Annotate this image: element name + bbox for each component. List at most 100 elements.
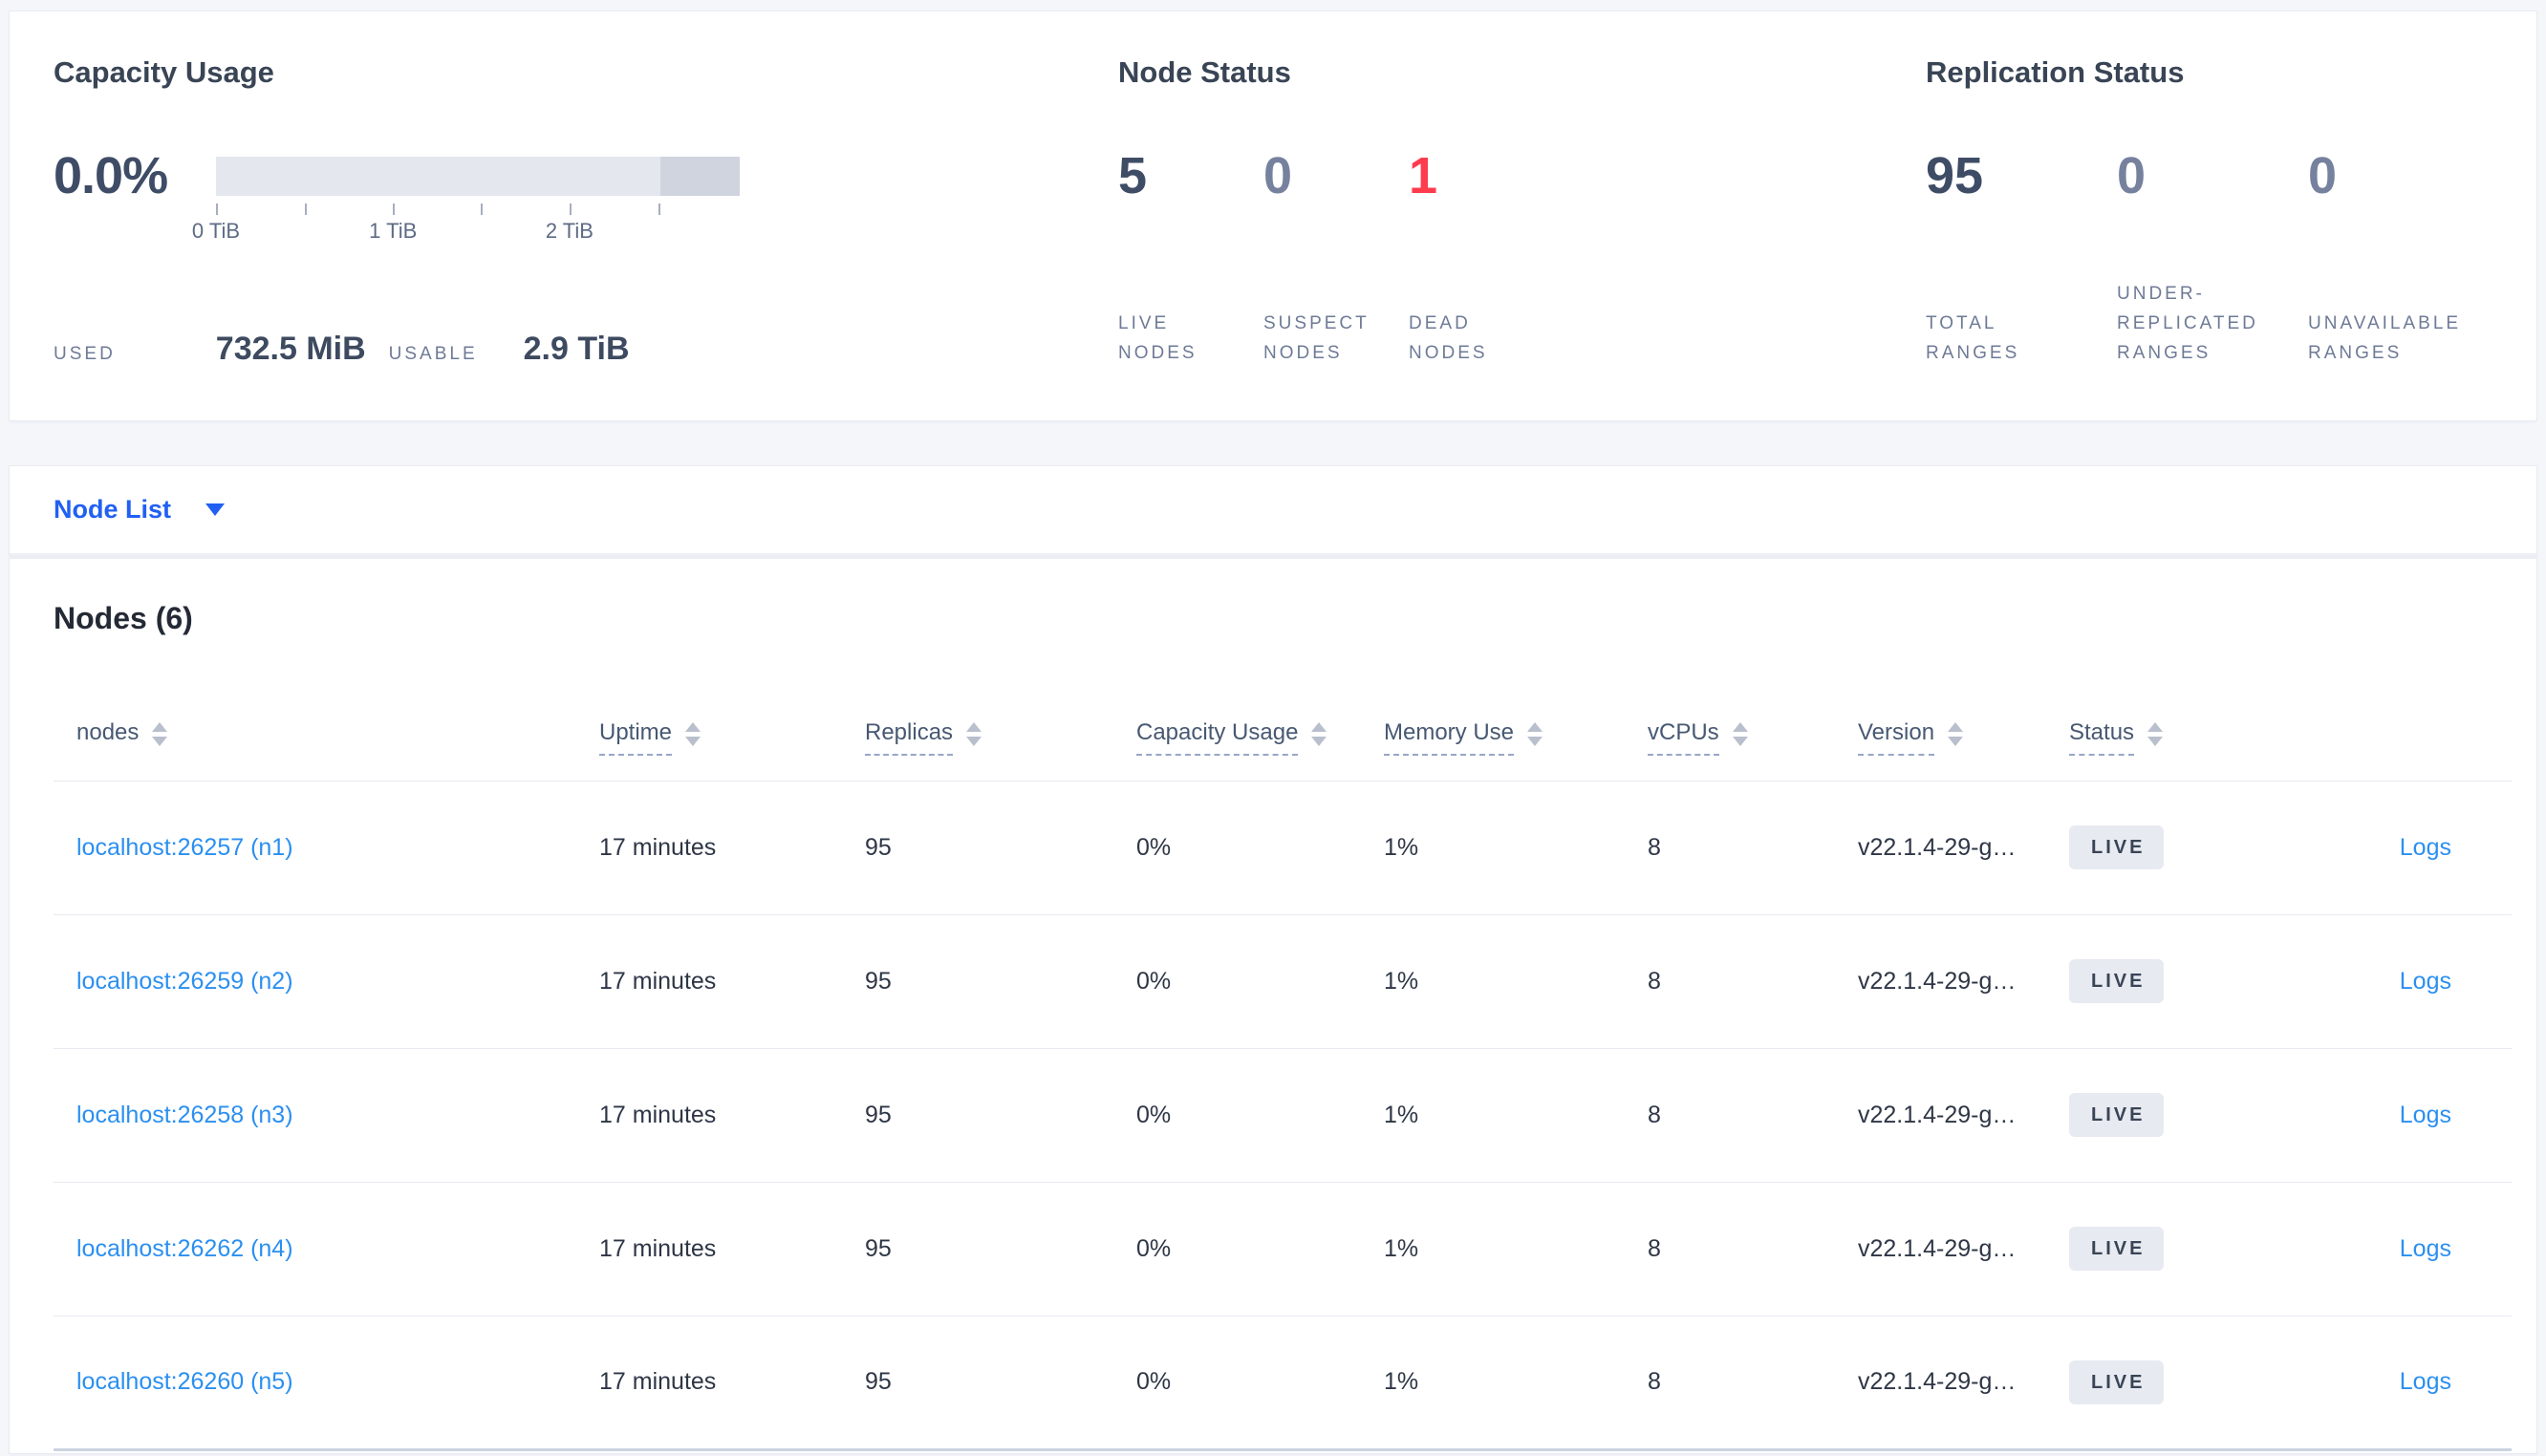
sort-icon[interactable] [1311, 722, 1327, 746]
replicas-cell: 95 [865, 1316, 1136, 1451]
suspect-nodes-label: SUSPECT NODES [1263, 313, 1370, 363]
sort-icon[interactable] [685, 722, 701, 746]
nodes-table: nodes Uptime Replicas Capacity Usage Mem… [54, 647, 2512, 1451]
capacity-usage-title: Capacity Usage [54, 55, 274, 89]
column-header-capacity-usage[interactable]: Capacity Usage [1136, 647, 1384, 782]
axis-tick [658, 203, 660, 215]
logs-link[interactable]: Logs [2399, 1234, 2451, 1262]
capacity-cell: 0% [1136, 781, 1384, 915]
memory-cell: 1% [1384, 914, 1648, 1049]
memory-cell: 1% [1384, 781, 1648, 915]
live-nodes-value: 5 [1118, 147, 1148, 204]
table-row: localhost:26259 (n2) 17 minutes 95 0% 1%… [54, 914, 2512, 1049]
suspect-nodes-value: 0 [1263, 147, 1293, 204]
used-value: 732.5 MiB [215, 331, 366, 367]
replication-values: 95 0 0 [1926, 147, 2536, 204]
unavailable-ranges-value: 0 [2308, 147, 2338, 204]
usable-value: 2.9 TiB [523, 331, 630, 367]
column-header-vcpus[interactable]: vCPUs [1648, 647, 1858, 782]
replicas-cell: 95 [865, 781, 1136, 915]
axis-tick-label: 1 TiB [369, 218, 418, 243]
replication-status-section: Replication Status 95 0 0 TOTAL RANGES U… [1926, 11, 2536, 420]
sort-icon[interactable] [1948, 722, 1964, 746]
version-cell: v22.1.4-29-g… [1858, 914, 2069, 1049]
under-replicated-ranges-label: UNDER-REPLICATED RANGES [2117, 284, 2258, 363]
capacity-cell: 0% [1136, 914, 1384, 1049]
nodes-heading: Nodes (6) [54, 601, 193, 635]
caret-down-icon[interactable] [205, 503, 226, 516]
vcpus-cell: 8 [1648, 1048, 1858, 1183]
sort-icon[interactable] [152, 722, 168, 746]
capacity-percent: 0.0% [54, 147, 168, 204]
version-cell: v22.1.4-29-g… [1858, 1182, 2069, 1317]
status-badge: LIVE [2069, 1227, 2165, 1271]
column-header-uptime[interactable]: Uptime [599, 647, 865, 782]
dead-nodes-label: DEAD NODES [1409, 313, 1488, 363]
view-selector-bar: Node List [10, 466, 2536, 556]
axis-tick [304, 203, 307, 215]
node-list-dropdown[interactable]: Node List [54, 495, 172, 524]
node-link[interactable]: localhost:26258 (n3) [76, 1101, 293, 1128]
uptime-cell: 17 minutes [599, 914, 865, 1049]
status-badge: LIVE [2069, 825, 2165, 869]
capacity-bar: 0 TiB 1 TiB 2 TiB [192, 156, 740, 243]
uptime-cell: 17 minutes [599, 1048, 865, 1183]
vcpus-cell: 8 [1648, 1316, 1858, 1451]
memory-cell: 1% [1384, 1048, 1648, 1183]
vcpus-cell: 8 [1648, 781, 1858, 915]
usable-label: USABLE [388, 344, 478, 364]
table-row: localhost:26257 (n1) 17 minutes 95 0% 1%… [54, 781, 2512, 915]
table-row: localhost:26260 (n5) 17 minutes 95 0% 1%… [54, 1316, 2512, 1451]
sort-icon[interactable] [1527, 722, 1543, 746]
capacity-cell: 0% [1136, 1182, 1384, 1317]
status-badge: LIVE [2069, 1360, 2165, 1404]
version-cell: v22.1.4-29-g… [1858, 1048, 2069, 1183]
replication-labels: TOTAL RANGES UNDER-REPLICATED RANGES UNA… [1926, 279, 2536, 368]
sort-icon[interactable] [966, 722, 982, 746]
node-link[interactable]: localhost:26262 (n4) [76, 1234, 293, 1262]
node-status-section: Node Status 5 0 1 LIVE NODES SUSPECT NOD… [1118, 11, 1926, 420]
logs-link[interactable]: Logs [2399, 833, 2451, 861]
node-link[interactable]: localhost:26260 (n5) [76, 1368, 293, 1395]
column-header-logs [2298, 647, 2512, 782]
under-replicated-ranges-value: 0 [2117, 147, 2147, 204]
uptime-cell: 17 minutes [599, 1182, 865, 1317]
version-cell: v22.1.4-29-g… [1858, 1316, 2069, 1451]
capacity-bar-track [216, 156, 740, 196]
total-ranges-label: TOTAL RANGES [1926, 313, 2020, 363]
logs-link[interactable]: Logs [2399, 967, 2451, 995]
column-header-status[interactable]: Status [2069, 647, 2298, 782]
capacity-gauge: 0.0% 0 TiB 1 TiB 2 TiB [54, 147, 1118, 243]
capacity-used-usable-row: USED 732.5 MiB USABLE 2.9 TiB [54, 331, 1118, 368]
replication-status-title: Replication Status [1926, 55, 2185, 89]
unavailable-ranges-label: UNAVAILABLE RANGES [2308, 313, 2462, 363]
status-badge: LIVE [2069, 959, 2165, 1003]
uptime-cell: 17 minutes [599, 1316, 865, 1451]
axis-tick [569, 203, 572, 215]
node-link[interactable]: localhost:26259 (n2) [76, 967, 293, 995]
capacity-cell: 0% [1136, 1048, 1384, 1183]
nodes-table-card: Nodes (6) nodes Uptime Replicas Capacity… [10, 559, 2536, 1453]
axis-tick [216, 203, 218, 215]
node-status-values: 5 0 1 [1118, 147, 1926, 204]
capacity-cell: 0% [1136, 1316, 1384, 1451]
axis-tick-label: 0 TiB [191, 218, 241, 243]
column-header-memory-use[interactable]: Memory Use [1384, 647, 1648, 782]
logs-link[interactable]: Logs [2399, 1368, 2451, 1395]
table-header-row: nodes Uptime Replicas Capacity Usage Mem… [54, 647, 2512, 782]
sort-icon[interactable] [1732, 722, 1748, 746]
column-header-nodes[interactable]: nodes [54, 647, 599, 782]
vcpus-cell: 8 [1648, 1182, 1858, 1317]
table-row: localhost:26262 (n4) 17 minutes 95 0% 1%… [54, 1182, 2512, 1317]
memory-cell: 1% [1384, 1316, 1648, 1451]
memory-cell: 1% [1384, 1182, 1648, 1317]
sort-icon[interactable] [2147, 722, 2164, 746]
total-ranges-value: 95 [1926, 147, 1984, 204]
logs-link[interactable]: Logs [2399, 1101, 2451, 1128]
column-header-version[interactable]: Version [1858, 647, 2069, 782]
axis-tick [393, 203, 396, 215]
used-label: USED [54, 344, 116, 364]
node-link[interactable]: localhost:26257 (n1) [76, 833, 293, 861]
node-status-title: Node Status [1118, 55, 1291, 89]
column-header-replicas[interactable]: Replicas [865, 647, 1136, 782]
